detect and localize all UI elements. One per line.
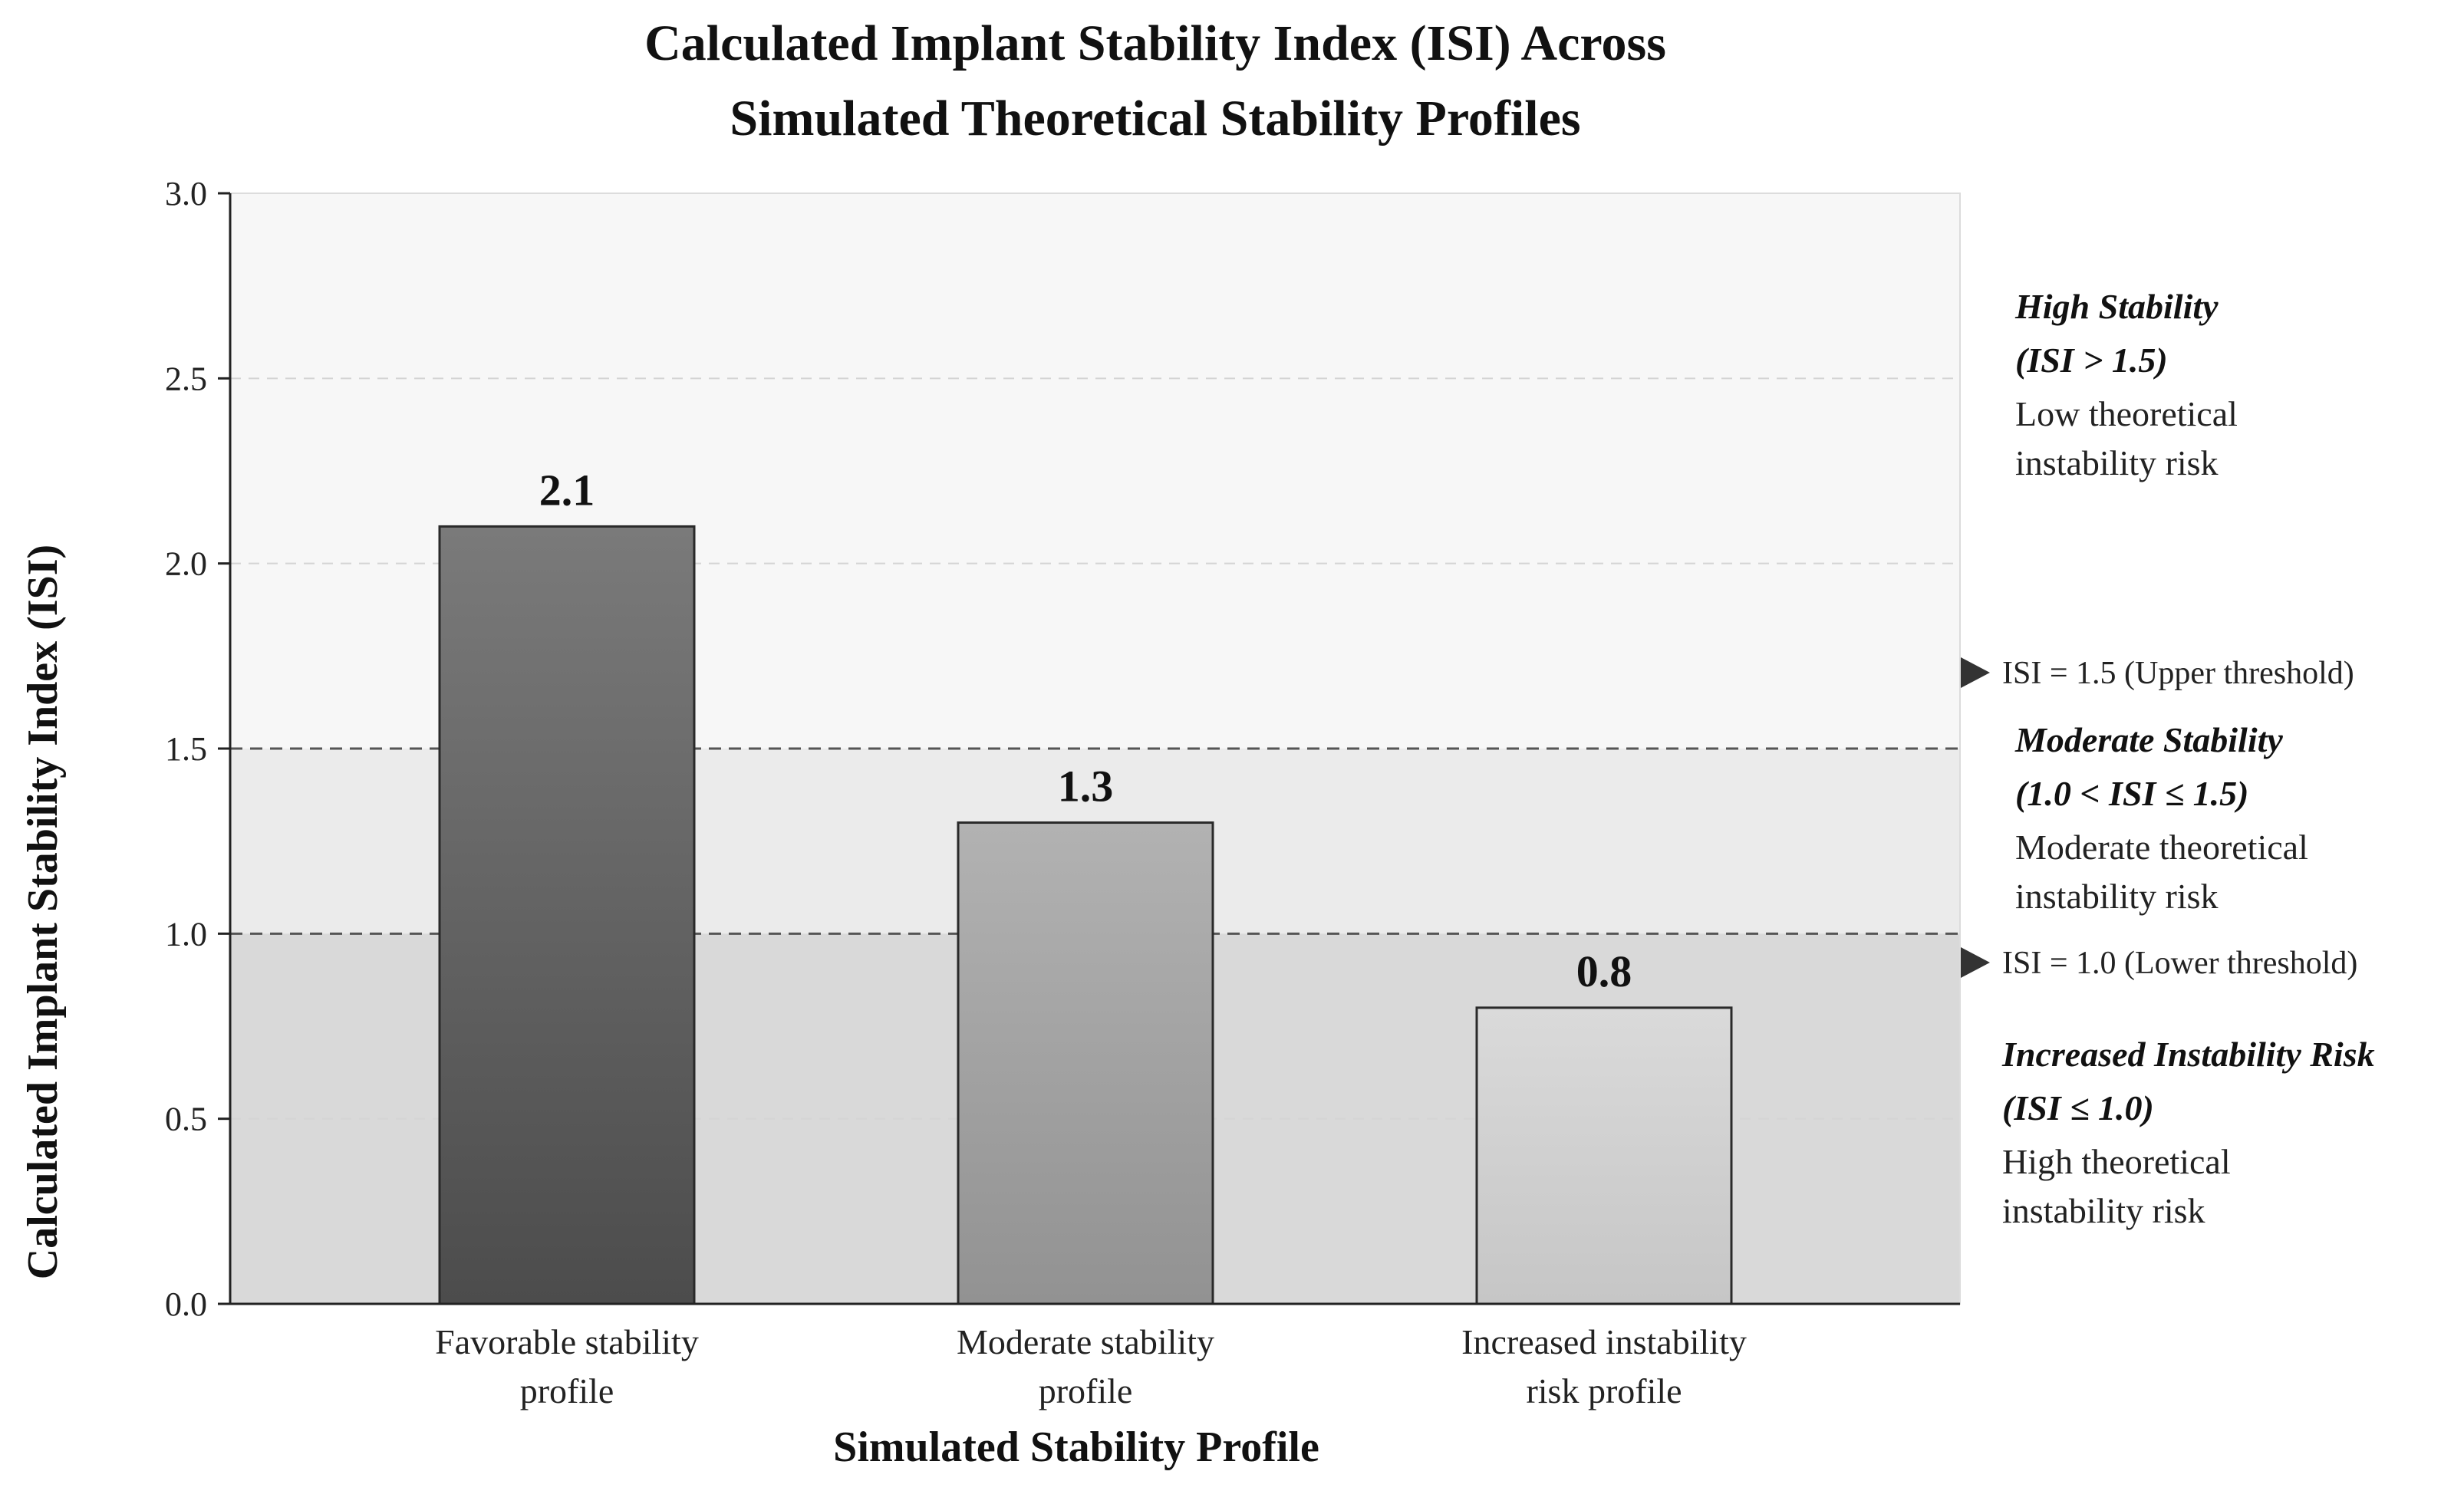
- threshold-arrow-icon-0: [1961, 657, 1990, 688]
- category-label-0-line-1: profile: [520, 1371, 614, 1410]
- bars: 2.1 1.3 0.8: [438, 465, 1733, 1305]
- bar-0: [438, 525, 696, 1305]
- zone-heading-1-line-1: (1.0 < ISI ≤ 1.5): [2015, 774, 2248, 813]
- data-label-1: 1.3: [1058, 762, 1114, 811]
- zone-annotations: High Stability (ISI > 1.5) Low theoretical…: [1961, 287, 2375, 1230]
- zone-description-1-line-1: instability risk: [2015, 877, 2219, 916]
- y-tick-label-5: 2.5: [165, 360, 207, 397]
- category-label-1-line-0: Moderate stability: [957, 1322, 1214, 1361]
- x-category-labels: Favorable stability profile Moderate stabi…: [435, 1322, 1747, 1410]
- zone-description-1-line-0: Moderate theoretical: [2015, 828, 2308, 867]
- zone-heading-0-line-0: High Stability: [2014, 287, 2219, 326]
- y-tick-label-6: 3.0: [165, 175, 207, 212]
- category-label-0-line-0: Favorable stability: [435, 1322, 699, 1361]
- zone-description-2-line-1: instability risk: [2002, 1191, 2205, 1230]
- zone-description-0-line-1: instability risk: [2015, 443, 2219, 482]
- data-label-2: 0.8: [1576, 946, 1632, 996]
- y-tick-label-1: 0.5: [165, 1101, 207, 1138]
- category-label-1-line-1: profile: [1039, 1371, 1133, 1410]
- x-axis-title: Simulated Stability Profile: [833, 1424, 1319, 1471]
- zone-heading-0-line-1: (ISI > 1.5): [2015, 341, 2168, 380]
- category-label-2-line-0: Increased instability: [1461, 1322, 1747, 1361]
- zone-description-2-line-0: High theoretical: [2002, 1142, 2231, 1181]
- y-tick-label-3: 1.5: [165, 730, 207, 768]
- zone-heading-1-line-0: Moderate Stability: [2014, 720, 2283, 759]
- bar-2: [1475, 1006, 1733, 1305]
- zone-heading-2-line-0: Increased Instability Risk: [2001, 1035, 2375, 1074]
- threshold-arrow-icon-1: [1961, 947, 1990, 978]
- y-tick-label-2: 1.0: [165, 915, 207, 953]
- zone-heading-2-line-1: (ISI ≤ 1.0): [2002, 1088, 2154, 1127]
- threshold-label-1: ISI = 1.0 (Lower threshold): [2002, 946, 2357, 981]
- y-tick-label-4: 2.0: [165, 545, 207, 583]
- data-label-0: 2.1: [539, 465, 595, 515]
- y-ticks: 0.0 0.5 1.0 1.5 2.0 2.5 3.0: [165, 175, 230, 1323]
- zone-description-0-line-0: Low theoretical: [2015, 394, 2238, 433]
- category-label-2-line-1: risk profile: [1526, 1371, 1682, 1410]
- chart-title-line-2: Simulated Theoretical Stability Profiles: [730, 91, 1580, 146]
- chart-title-line-1: Calculated Implant Stability Index (ISI)…: [644, 15, 1666, 71]
- y-axis-title: Calculated Implant Stability Index (ISI): [19, 545, 67, 1279]
- bar-1: [957, 821, 1214, 1305]
- y-tick-label-0: 0.0: [165, 1285, 207, 1323]
- threshold-label-0: ISI = 1.5 (Upper threshold): [2002, 656, 2354, 691]
